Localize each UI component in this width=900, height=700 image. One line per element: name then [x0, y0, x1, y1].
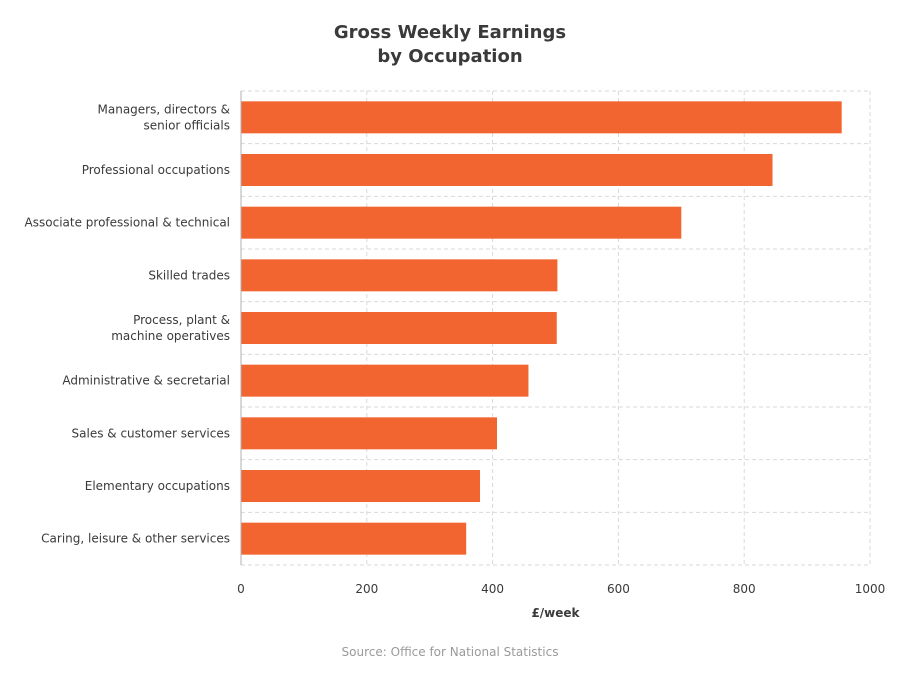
bar: [241, 206, 682, 239]
bar: [241, 312, 557, 344]
chart-title-line-1: Gross Weekly Earnings: [333, 22, 567, 43]
bar: [241, 101, 842, 134]
category-label: Process, plant &: [133, 313, 230, 327]
bar: [241, 364, 529, 397]
category-label: Elementary occupations: [85, 479, 230, 493]
bar: [241, 470, 481, 502]
x-axis-label: £/week: [531, 606, 580, 620]
category-label: Skilled trades: [148, 268, 230, 282]
bar: [241, 417, 498, 450]
chart-title: Gross Weekly Earnings by Occupation: [0, 21, 900, 69]
category-label: Caring, leisure & other services: [41, 532, 230, 546]
bar: [241, 259, 558, 292]
x-tick-label: 400: [481, 582, 504, 596]
category-label: machine operatives: [111, 329, 230, 343]
bar: [241, 154, 773, 186]
x-tick-label: 1000: [855, 582, 886, 596]
category-label: Associate professional & technical: [25, 216, 230, 230]
category-label: Administrative & secretarial: [62, 374, 230, 388]
x-tick-label: 600: [607, 582, 630, 596]
category-label: Managers, directors &: [98, 102, 231, 116]
category-label: Professional occupations: [82, 163, 230, 177]
source-note: Source: Office for National Statistics: [341, 645, 559, 659]
category-label: senior officials: [144, 118, 230, 132]
x-tick-label: 0: [237, 582, 245, 596]
category-label: Sales & customer services: [72, 426, 230, 440]
x-tick-label: 800: [733, 582, 756, 596]
bar: [241, 522, 467, 555]
chart-title-line-2: by Occupation: [377, 46, 523, 67]
x-tick-label: 200: [355, 582, 378, 596]
